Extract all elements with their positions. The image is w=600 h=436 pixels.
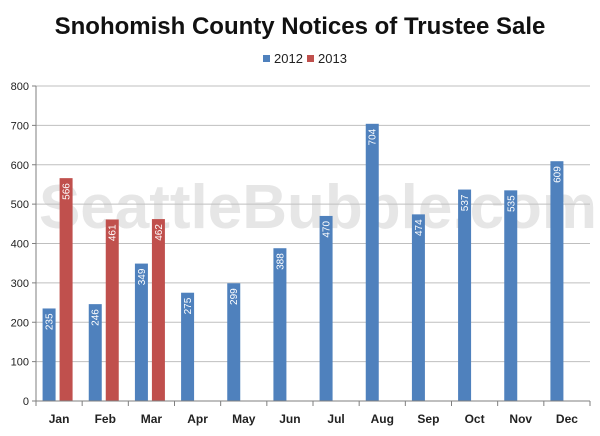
x-tick-label: Jun (279, 412, 300, 426)
bar-2012-sep (411, 214, 425, 401)
x-tick-label: Sep (417, 412, 439, 426)
x-tick-label: Oct (465, 412, 485, 426)
bar-2012-may (227, 283, 241, 401)
bar-2013-jan (59, 178, 73, 401)
legend-label-2013: 2013 (318, 51, 347, 66)
legend: 2012 2013 (263, 51, 347, 66)
y-tick-label: 600 (11, 160, 29, 172)
bar-2012-jun (273, 248, 287, 401)
bar-2012-oct (458, 189, 472, 401)
bar-2012-dec (550, 161, 564, 401)
watermark: SeattleBubble.com (39, 173, 597, 242)
legend-label-2012: 2012 (274, 51, 303, 66)
x-tick-label: Mar (141, 412, 163, 426)
x-tick-label: Jul (327, 412, 344, 426)
data-label: 388 (275, 253, 286, 270)
data-label: 299 (229, 288, 240, 305)
bar-2013-mar (151, 219, 165, 401)
bar-2012-jan (42, 308, 56, 401)
bars: 235 566 246 461 349 462 275 299 388 470 704 474 537 5… (42, 123, 564, 402)
legend-swatch-2013 (307, 55, 314, 62)
bar-2012-nov (504, 190, 518, 401)
bar-2012-apr (181, 292, 195, 401)
data-label: 566 (62, 183, 73, 200)
data-label: 537 (460, 194, 471, 211)
y-axis: 0 100 200 300 400 500 600 700 800 (11, 81, 37, 408)
data-label: 535 (506, 195, 517, 212)
y-tick-label: 700 (11, 120, 29, 132)
y-tick-label: 300 (11, 278, 29, 290)
y-tick-label: 400 (11, 239, 29, 251)
bar-2012-feb (88, 304, 102, 401)
bar-2012-aug (365, 123, 379, 402)
y-tick-label: 800 (11, 81, 29, 93)
x-axis: Jan Feb Mar Apr May Jun Jul Aug Sep Oct Nov Dec (35, 400, 591, 426)
y-tick-label: 0 (23, 396, 29, 408)
bar-2013-feb (105, 219, 119, 401)
legend-swatch-2012 (263, 55, 270, 62)
data-label: 461 (108, 224, 119, 241)
y-tick-label: 200 (11, 317, 29, 329)
x-tick-label: Jan (49, 412, 70, 426)
data-label: 462 (154, 224, 165, 241)
x-tick-label: Feb (95, 412, 116, 426)
x-tick-label: Nov (509, 412, 532, 426)
data-label: 349 (137, 268, 148, 285)
y-tick-label: 500 (11, 199, 29, 211)
data-label: 470 (322, 221, 333, 238)
chart-title: Snohomish County Notices of Trustee Sale (55, 13, 546, 40)
bar-2012-mar (134, 263, 148, 401)
data-label: 235 (45, 313, 56, 330)
y-tick-label: 100 (11, 357, 29, 369)
data-label: 609 (552, 166, 563, 183)
data-label: 275 (183, 297, 194, 314)
x-tick-label: Aug (371, 412, 394, 426)
bar-2012-jul (319, 215, 333, 401)
x-tick-label: Apr (187, 412, 208, 426)
data-label: 246 (91, 309, 102, 326)
data-label: 704 (368, 128, 379, 145)
x-tick-label: May (232, 412, 256, 426)
gridlines (36, 85, 590, 363)
x-tick-label: Dec (556, 412, 578, 426)
data-label: 474 (414, 219, 425, 236)
